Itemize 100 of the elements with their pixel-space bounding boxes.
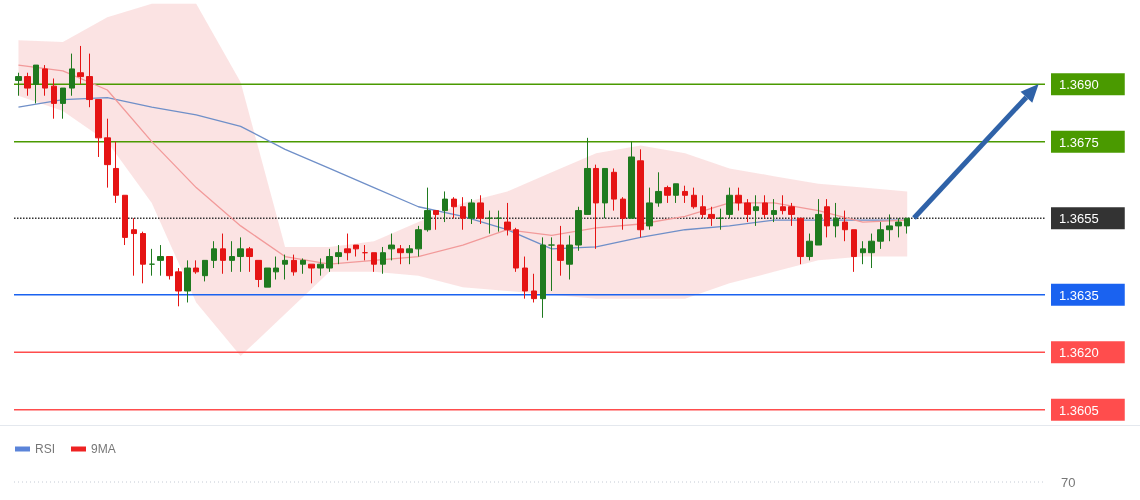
candlestick (397, 244, 404, 265)
candlestick (353, 244, 359, 258)
candlestick (860, 240, 866, 265)
candlestick (868, 233, 875, 269)
candlestick (833, 202, 839, 238)
candlestick (548, 236, 555, 292)
candlestick (477, 194, 484, 225)
candlestick (140, 231, 146, 284)
candlestick (255, 259, 262, 288)
candlestick (762, 194, 768, 219)
candlestick (86, 53, 93, 108)
candlestick (806, 233, 813, 261)
candlestick (557, 225, 564, 277)
candlestick (122, 194, 128, 246)
candlestick (691, 187, 697, 210)
candlestick (895, 217, 902, 238)
candlestick (735, 187, 742, 212)
candlestick (513, 227, 519, 273)
candlestick (442, 190, 448, 223)
candlestick (184, 259, 191, 303)
candlestick (602, 167, 608, 219)
candlestick (877, 221, 884, 250)
candlestick (797, 217, 804, 265)
candlestick (246, 246, 253, 273)
candlestick (42, 64, 48, 97)
candlestick (620, 196, 626, 231)
candlestick (157, 244, 164, 277)
candlestick (406, 244, 413, 265)
candlestick (851, 229, 857, 273)
candlestick (15, 72, 22, 97)
candlestick (193, 259, 199, 275)
candlestick (468, 198, 475, 225)
candlestick (415, 225, 422, 258)
legend-label: RSI (35, 442, 56, 456)
candlestick (575, 206, 582, 252)
candlestick (104, 118, 111, 189)
candlestick (95, 99, 102, 158)
candlestick (673, 183, 679, 204)
candlestick (308, 263, 315, 284)
candlestick (326, 248, 333, 273)
candlestick (237, 236, 244, 273)
candlestick (211, 240, 217, 269)
candlestick (166, 256, 173, 280)
legend-label: 9MA (91, 442, 116, 456)
y-tick-label: 1.3620 (1059, 345, 1099, 361)
candlestick (131, 217, 137, 277)
candlestick (149, 248, 155, 277)
candlestick (220, 233, 226, 275)
candlestick (904, 217, 910, 235)
candlestick (646, 187, 653, 231)
candlestick (317, 257, 324, 277)
candlestick (51, 77, 57, 120)
candlestick (282, 254, 288, 280)
candlestick (771, 198, 777, 223)
candlestick (371, 252, 377, 273)
candlestick (664, 185, 671, 204)
y-tick-label: 1.3675 (1059, 134, 1099, 150)
y-tick-label: 1.3655 (1059, 211, 1099, 227)
candlestick (335, 244, 342, 265)
text: 70 (1061, 474, 1076, 490)
candlestick (744, 198, 751, 223)
candlestick (113, 141, 119, 204)
candlestick (451, 196, 457, 219)
candlestick (495, 210, 502, 233)
candlestick (788, 202, 795, 227)
candlestick (77, 45, 84, 85)
candlestick (388, 233, 395, 261)
candlestick (842, 210, 848, 242)
y-tick-label: 1.3635 (1059, 287, 1099, 303)
candlestick (780, 194, 786, 215)
candlestick (584, 137, 591, 215)
candlestick (886, 213, 893, 242)
candlestick (33, 64, 39, 104)
candlestick (229, 240, 235, 273)
candlestick (69, 53, 75, 97)
candlestick (460, 196, 466, 231)
candlestick (24, 72, 31, 97)
candlestick (708, 206, 715, 227)
candlestick (264, 267, 271, 288)
candlestick (824, 198, 830, 238)
candlestick (291, 254, 297, 277)
candlestick (637, 148, 644, 238)
candlestick (362, 244, 368, 261)
candlestick (753, 194, 759, 227)
candlestick (566, 234, 573, 280)
candlestick (815, 198, 822, 246)
candlestick (628, 141, 635, 219)
candlestick (424, 187, 431, 233)
candlestick (655, 171, 662, 208)
candlestick (682, 185, 688, 204)
candlestick (540, 236, 546, 319)
candlestick (593, 164, 599, 250)
candlestick (273, 256, 279, 280)
candlestick (700, 194, 706, 219)
candlestick (60, 87, 66, 120)
candlestick (531, 273, 537, 303)
candlestick (504, 202, 511, 236)
candlestick (611, 167, 617, 212)
candlestick (726, 187, 733, 219)
candlestick (175, 267, 182, 307)
